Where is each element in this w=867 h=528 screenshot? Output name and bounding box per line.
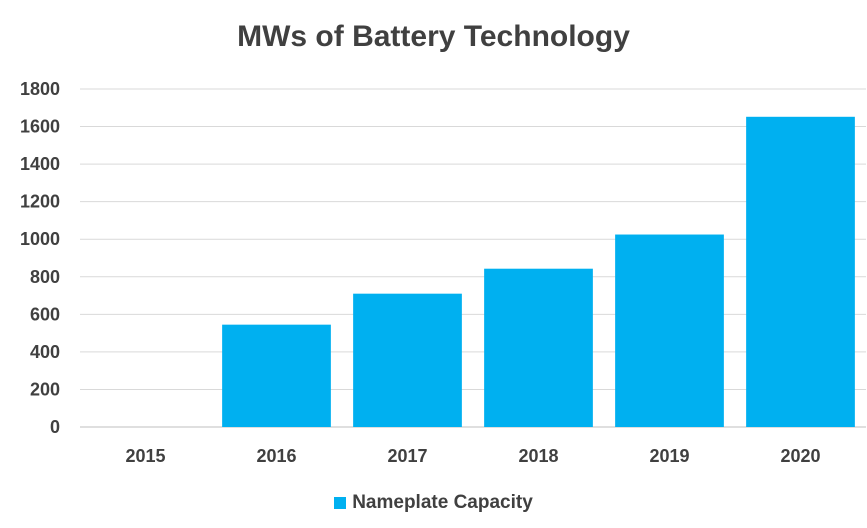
y-tick-label: 0 — [50, 417, 60, 437]
y-tick-label: 1200 — [20, 192, 60, 212]
y-tick-label: 200 — [30, 379, 60, 399]
y-tick-label: 1400 — [20, 154, 60, 174]
chart-title: MWs of Battery Technology — [237, 20, 630, 53]
y-tick-label: 600 — [30, 304, 60, 324]
bar-2016 — [222, 324, 331, 427]
y-tick-label: 1000 — [20, 229, 60, 249]
x-tick-label: 2016 — [256, 446, 296, 466]
bar-2017 — [353, 293, 462, 427]
y-tick-label: 1800 — [20, 79, 60, 99]
x-tick-label: 2019 — [649, 446, 689, 466]
bar-2019 — [615, 234, 724, 427]
bar-2020 — [746, 116, 855, 428]
x-tick-label: 2018 — [518, 446, 558, 466]
y-tick-label: 1600 — [20, 117, 60, 137]
legend-label: Nameplate Capacity — [352, 492, 533, 513]
x-tick-label: 2017 — [387, 446, 427, 466]
y-tick-label: 800 — [30, 267, 60, 287]
y-tick-label: 400 — [30, 342, 60, 362]
legend: Nameplate Capacity — [0, 492, 867, 514]
bar-2018 — [484, 268, 593, 427]
x-tick-label: 2015 — [125, 446, 165, 466]
x-tick-label: 2020 — [780, 446, 820, 466]
legend-swatch — [334, 497, 347, 509]
